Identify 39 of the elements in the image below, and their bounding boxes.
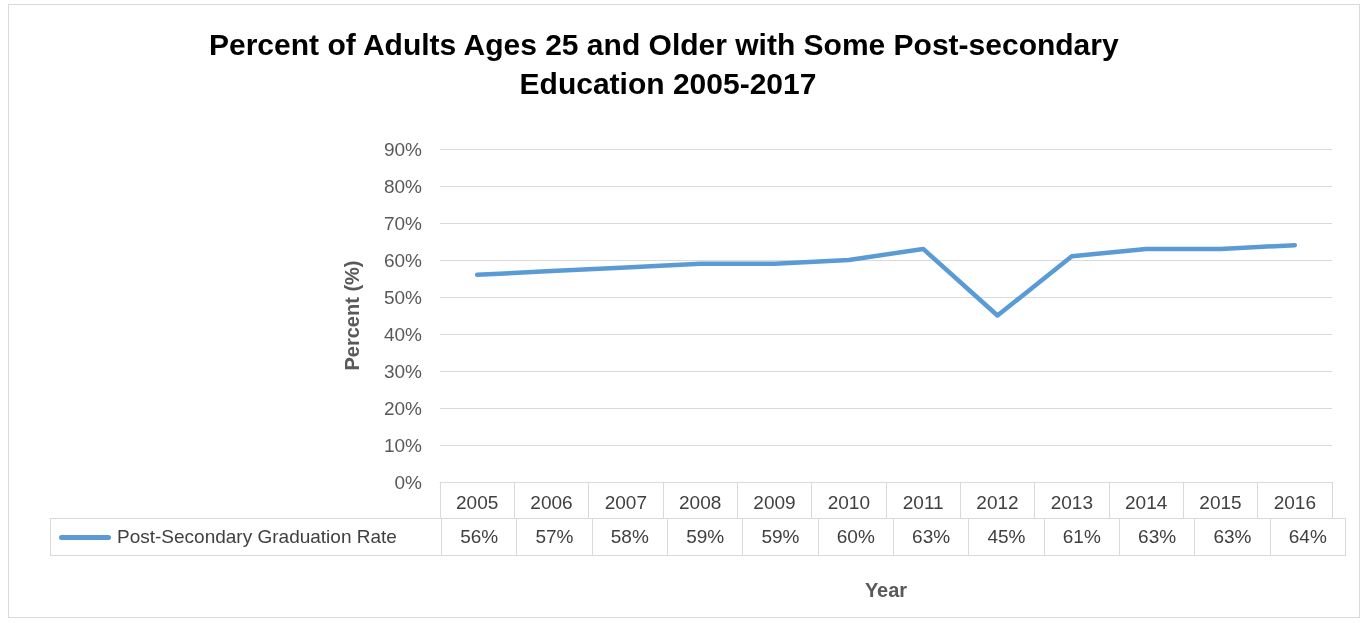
- x-tick-label: 2008: [679, 492, 722, 513]
- x-tick-label: 2005: [456, 492, 499, 513]
- x-tick-label: 2011: [902, 492, 944, 513]
- line-series: [474, 242, 1298, 318]
- y-tick-label: 10%: [383, 434, 423, 456]
- data-label: 56%: [441, 518, 517, 556]
- y-axis-title: Percent (%): [341, 260, 363, 371]
- data-label: 61%: [1044, 518, 1120, 556]
- y-tick-label: 50%: [383, 286, 423, 308]
- y-tick-label: 60%: [383, 249, 423, 271]
- y-tick-label: 0%: [394, 471, 423, 493]
- x-tick-label: 2016: [1273, 492, 1316, 513]
- x-tick-label: 2014: [1125, 492, 1168, 513]
- y-tick-label: 80%: [383, 175, 423, 197]
- data-label: 57%: [516, 518, 593, 556]
- data-label: 59%: [667, 518, 743, 556]
- y-tick-label: 30%: [383, 360, 423, 382]
- x-axis-title: Year: [864, 579, 908, 601]
- data-label: 45%: [968, 518, 1045, 556]
- y-tick-label: 20%: [383, 397, 423, 419]
- data-label: 59%: [742, 518, 819, 556]
- y-tick-label: 40%: [383, 323, 423, 345]
- data-label: 63%: [1119, 518, 1195, 556]
- x-tick-label: 2012: [976, 492, 1019, 513]
- x-tick-label: 2006: [530, 492, 573, 513]
- data-label: 64%: [1270, 518, 1346, 556]
- x-tick-label: 2015: [1199, 492, 1242, 513]
- x-tick-label: 2013: [1050, 492, 1093, 513]
- data-label: 58%: [592, 518, 668, 556]
- x-tick-label: 2007: [604, 492, 647, 513]
- x-tick-label: 2010: [827, 492, 870, 513]
- chart-title: Percent of Adults Ages 25 and Older with Some Post-secondary Education 2005-2017: [209, 28, 1127, 100]
- data-label: 60%: [818, 518, 894, 556]
- data-label: 63%: [893, 518, 969, 556]
- x-tick-label: 2009: [753, 492, 796, 513]
- y-tick-label: 90%: [383, 138, 423, 160]
- legend-label: Post-Secondary Graduation Rate: [50, 518, 442, 556]
- data-label: 63%: [1194, 518, 1271, 556]
- y-tick-label: 70%: [383, 212, 423, 234]
